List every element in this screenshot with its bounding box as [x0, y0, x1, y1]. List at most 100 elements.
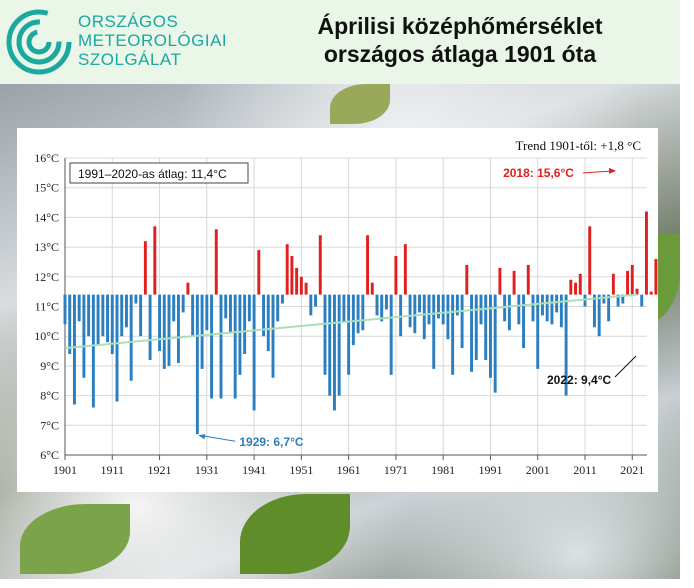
- bar-below-average: [602, 294, 606, 304]
- y-tick-label: 10°C: [34, 329, 59, 343]
- x-tick-label: 1901: [53, 463, 77, 477]
- x-tick-label: 1921: [148, 463, 172, 477]
- trend-line: [64, 293, 638, 350]
- bar-below-average: [446, 294, 450, 340]
- bar-below-average: [134, 294, 138, 304]
- bar-below-average: [455, 294, 459, 316]
- bar-below-average: [470, 294, 474, 372]
- bar-below-average: [361, 294, 365, 331]
- bar-below-average: [488, 294, 492, 378]
- bar-below-average: [68, 294, 72, 355]
- bar-above-average: [654, 258, 658, 295]
- headline-line: Áprilisi középhőmérséklet: [317, 13, 603, 39]
- bar-below-average: [436, 294, 440, 319]
- bar-above-average: [578, 273, 582, 295]
- bar-below-average: [276, 294, 280, 322]
- bar-above-average: [143, 241, 147, 295]
- bar-below-average: [640, 294, 644, 307]
- x-tick-label: 2021: [620, 463, 644, 477]
- bar-below-average: [559, 294, 563, 328]
- annotation-min-arrow: [199, 434, 236, 442]
- bar-below-average: [621, 294, 625, 304]
- bar-below-average: [247, 294, 251, 322]
- bar-below-average: [191, 294, 195, 337]
- bar-below-average: [337, 294, 341, 396]
- bar-above-average: [630, 264, 634, 295]
- bar-below-average: [210, 294, 214, 399]
- y-tick-label: 6°C: [40, 448, 59, 462]
- bar-below-average: [347, 294, 351, 375]
- bar-below-average: [148, 294, 152, 360]
- brand-name: ORSZÁGOS METEOROLÓGIAI SZOLGÁLAT: [78, 12, 227, 69]
- bar-below-average: [139, 294, 143, 337]
- x-tick-label: 1931: [195, 463, 219, 477]
- bar-below-average: [82, 294, 86, 378]
- bar-below-average: [545, 294, 549, 322]
- bar-below-average: [550, 294, 554, 325]
- bar-below-average: [219, 294, 223, 399]
- bar-below-average: [356, 294, 360, 334]
- bar-below-average: [389, 294, 393, 375]
- leaf-decoration: [20, 504, 130, 574]
- bar-below-average: [522, 294, 526, 349]
- bar-below-average: [96, 294, 100, 346]
- bar-below-average: [115, 294, 119, 402]
- bar-below-average: [252, 294, 256, 411]
- bar-above-average: [214, 229, 218, 295]
- bar-below-average: [427, 294, 431, 325]
- bar-below-average: [243, 294, 247, 355]
- bar-below-average: [72, 294, 76, 405]
- bar-below-average: [517, 294, 521, 325]
- bar-below-average: [205, 294, 209, 331]
- bar-above-average: [366, 235, 370, 295]
- bar-above-average: [370, 282, 374, 295]
- bar-below-average: [441, 294, 445, 325]
- bar-above-average: [526, 264, 530, 295]
- bar-above-average: [295, 267, 299, 295]
- x-tick-label: 2001: [526, 463, 550, 477]
- bar-below-average: [106, 294, 110, 343]
- y-tick-label: 8°C: [40, 389, 59, 403]
- y-tick-label: 7°C: [40, 418, 59, 432]
- bar-below-average: [238, 294, 242, 375]
- y-tick-label: 14°C: [34, 210, 59, 224]
- bar-below-average: [63, 294, 67, 325]
- bar-below-average: [540, 294, 544, 316]
- brand-line: SZOLGÁLAT: [78, 50, 182, 69]
- bar-below-average: [228, 294, 232, 334]
- y-tick-label: 15°C: [34, 181, 59, 195]
- bar-below-average: [451, 294, 455, 375]
- bar-above-average: [512, 270, 516, 295]
- y-tick-label: 9°C: [40, 359, 59, 373]
- chart-panel: 6°C 7°C 8°C 9°C 10°C 11°C 12°C 13°C 14°C 15°C 16°C…: [17, 128, 658, 492]
- bar-below-average: [195, 294, 199, 435]
- bar-below-average: [507, 294, 511, 331]
- bar-below-average: [413, 294, 417, 334]
- headline-line: országos átlaga 1901 óta: [323, 41, 597, 67]
- x-tick-label: 1981: [431, 463, 455, 477]
- bar-below-average: [181, 294, 185, 313]
- x-tick-label: 2011: [573, 463, 597, 477]
- bar-above-average: [574, 282, 578, 295]
- bar-above-average: [285, 244, 289, 295]
- bar-below-average: [77, 294, 81, 322]
- bar-below-average: [110, 294, 114, 355]
- temperature-bar-chart: 6°C 7°C 8°C 9°C 10°C 11°C 12°C 13°C 14°C 15°C 16°C…: [34, 138, 658, 477]
- bar-below-average: [342, 294, 346, 322]
- omsz-logo-icon: [6, 9, 72, 75]
- leaf-decoration: [330, 84, 390, 124]
- y-tick-label: 16°C: [34, 151, 59, 165]
- x-tick-label: 1971: [384, 463, 408, 477]
- bar-below-average: [432, 294, 436, 369]
- bar-above-average: [394, 256, 398, 295]
- bar-above-average: [290, 256, 294, 295]
- bar-below-average: [422, 294, 426, 340]
- bar-below-average: [101, 294, 105, 337]
- bar-below-average: [616, 294, 620, 307]
- bar-below-average: [384, 294, 388, 310]
- bar-above-average: [611, 273, 615, 295]
- bar-above-average: [153, 226, 157, 295]
- bar-below-average: [200, 294, 204, 369]
- header: ORSZÁGOS METEOROLÓGIAI SZOLGÁLAT Április…: [0, 0, 680, 84]
- annotation-last-arrow: [614, 355, 637, 378]
